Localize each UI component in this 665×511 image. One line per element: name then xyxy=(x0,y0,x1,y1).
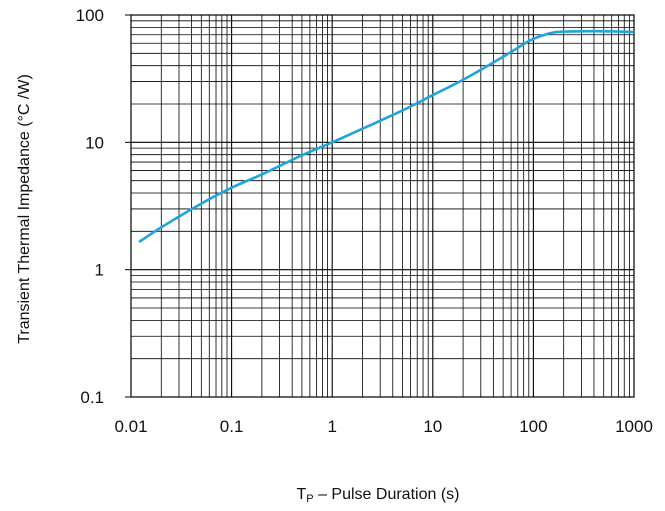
y-axis-label: Transient Thermal Impedance (°C /W) xyxy=(16,74,33,344)
x-axis-label-subscript: P xyxy=(306,493,313,505)
x-tick-label: 10 xyxy=(423,417,442,436)
x-tick-label: 100 xyxy=(519,417,547,436)
x-tick-label: 0.1 xyxy=(220,417,244,436)
x-tick-label: 0.01 xyxy=(114,417,147,436)
y-tick-label: 0.1 xyxy=(80,388,104,407)
y-tick-label: 10 xyxy=(85,133,104,152)
x-axis-label: TP – Pulse Duration (s) xyxy=(297,486,460,505)
y-tick-label: 100 xyxy=(76,6,104,25)
x-tick-label: 1000 xyxy=(615,417,653,436)
y-tick-label: 1 xyxy=(95,261,104,280)
x-axis-label-main: T xyxy=(297,486,307,503)
series-group xyxy=(138,29,635,244)
grid xyxy=(131,15,634,397)
plot-border xyxy=(130,14,635,398)
plot-frame xyxy=(125,14,635,398)
y-tick-labels: 0.1 1 10 100 xyxy=(76,6,104,407)
x-axis-label-rest: – Pulse Duration (s) xyxy=(314,486,460,503)
x-tick-label: 1 xyxy=(327,417,336,436)
series-line-thermal-impedance xyxy=(138,29,635,244)
x-tick-labels: 0.01 0.1 1 10 100 1000 xyxy=(114,417,652,436)
